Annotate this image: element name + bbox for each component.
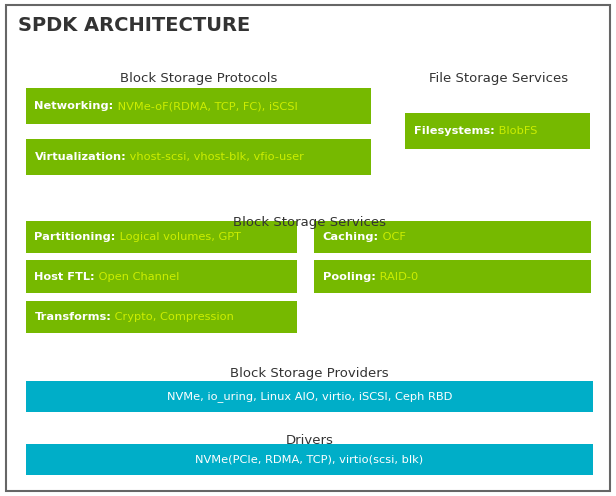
FancyBboxPatch shape [26, 444, 593, 475]
FancyBboxPatch shape [314, 221, 591, 253]
FancyBboxPatch shape [26, 88, 371, 124]
Text: vhost-scsi, vhost-blk, vfio-user: vhost-scsi, vhost-blk, vfio-user [126, 152, 304, 162]
Text: Host FTL:: Host FTL: [34, 271, 95, 282]
FancyBboxPatch shape [314, 260, 591, 293]
FancyBboxPatch shape [15, 208, 604, 355]
FancyBboxPatch shape [26, 260, 297, 293]
FancyBboxPatch shape [26, 301, 297, 333]
FancyBboxPatch shape [15, 360, 604, 422]
Text: Filesystems:: Filesystems: [414, 126, 495, 136]
Text: Networking:: Networking: [34, 101, 114, 111]
FancyBboxPatch shape [405, 113, 590, 149]
Text: RAID-0: RAID-0 [376, 271, 418, 282]
Text: Drivers: Drivers [286, 434, 333, 447]
FancyBboxPatch shape [15, 64, 382, 201]
FancyBboxPatch shape [15, 427, 604, 486]
Text: Partitioning:: Partitioning: [34, 232, 116, 242]
Text: OCF: OCF [379, 232, 406, 242]
Text: Pooling:: Pooling: [323, 271, 376, 282]
FancyBboxPatch shape [6, 5, 610, 491]
Text: Transforms:: Transforms: [34, 312, 111, 322]
Text: Crypto, Compression: Crypto, Compression [111, 312, 234, 322]
Text: File Storage Services: File Storage Services [429, 72, 569, 85]
Text: Block Storage Protocols: Block Storage Protocols [120, 72, 277, 85]
FancyBboxPatch shape [26, 221, 297, 253]
Text: NVMe, io_uring, Linux AIO, virtio, iSCSI, Ceph RBD: NVMe, io_uring, Linux AIO, virtio, iSCSI… [166, 391, 452, 402]
Text: Block Storage Providers: Block Storage Providers [230, 367, 389, 380]
Text: SPDK ARCHITECTURE: SPDK ARCHITECTURE [18, 16, 251, 35]
FancyBboxPatch shape [26, 381, 593, 412]
Text: Open Channel: Open Channel [95, 271, 179, 282]
Text: Caching:: Caching: [323, 232, 379, 242]
Text: BlobFS: BlobFS [495, 126, 537, 136]
Text: NVMe-oF(RDMA, TCP, FC), iSCSI: NVMe-oF(RDMA, TCP, FC), iSCSI [114, 101, 298, 111]
Text: NVMe(PCIe, RDMA, TCP), virtio(scsi, blk): NVMe(PCIe, RDMA, TCP), virtio(scsi, blk) [195, 455, 423, 465]
FancyBboxPatch shape [394, 64, 604, 201]
Text: Block Storage Services: Block Storage Services [233, 216, 386, 229]
Text: Logical volumes, GPT: Logical volumes, GPT [116, 232, 241, 242]
FancyBboxPatch shape [26, 139, 371, 175]
Text: Virtualization:: Virtualization: [34, 152, 126, 162]
